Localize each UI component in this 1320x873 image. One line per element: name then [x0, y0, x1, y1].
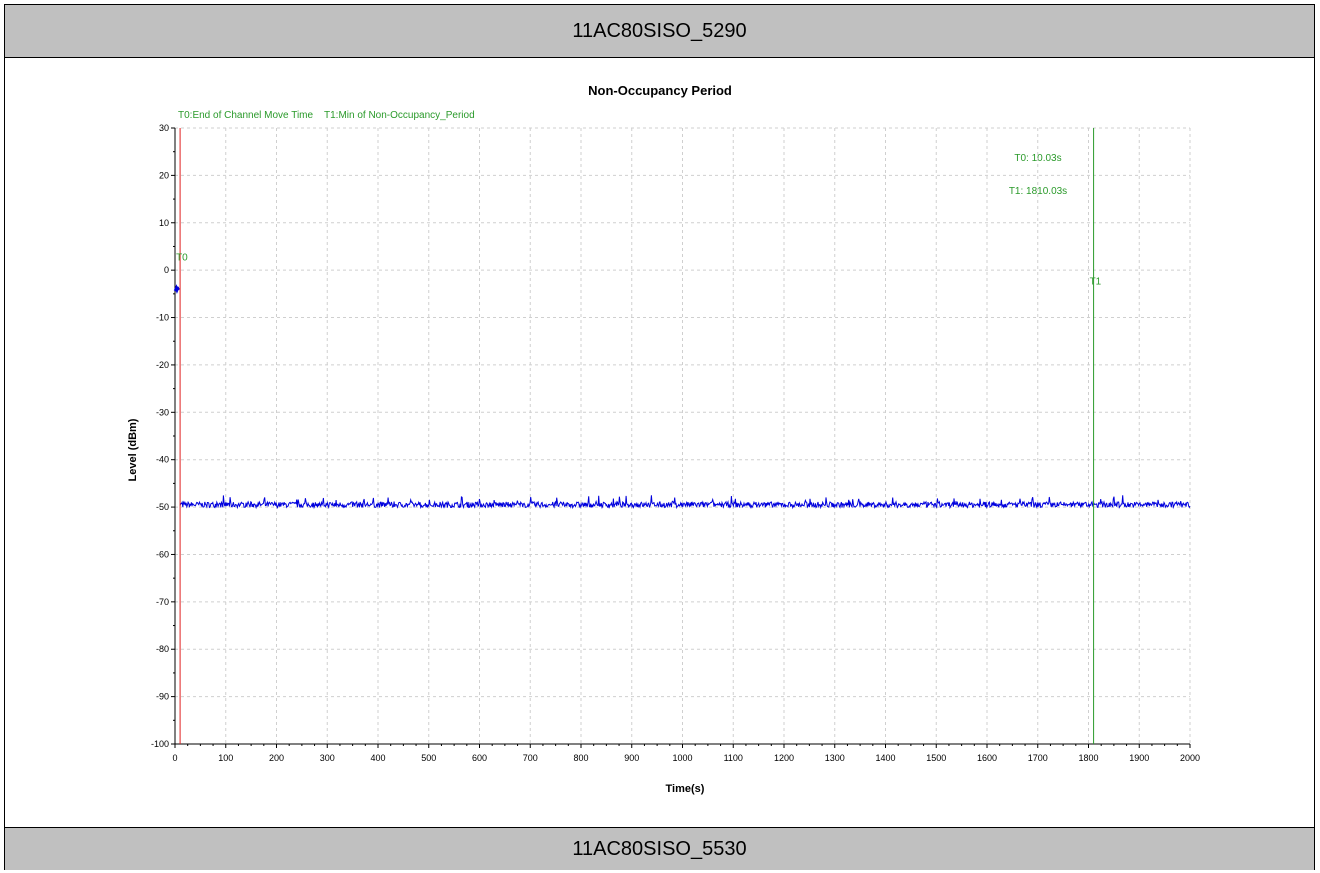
x-tick-label: 800: [573, 753, 588, 763]
markers-group: T0 T1: [176, 128, 1102, 744]
x-tick-label: 1300: [825, 753, 845, 763]
series-line: [179, 495, 1191, 510]
marker-label-t1: T1: [1090, 276, 1102, 287]
grid: [174, 127, 1191, 745]
x-tick-label: 200: [269, 753, 284, 763]
x-tick-label: 100: [218, 753, 233, 763]
y-tick-label: -50: [156, 502, 169, 512]
y-tick-label: -60: [156, 549, 169, 559]
annotation-t1-value: T1: 1810.03s: [1009, 186, 1067, 197]
y-tick-label: 30: [159, 123, 169, 133]
x-tick-label: 1100: [724, 753, 743, 763]
x-tick-label: 1700: [1028, 753, 1048, 763]
non-occupancy-chart: Non-Occupancy Period T0:End of Channel M…: [127, 83, 1200, 795]
y-tick-label: -100: [151, 739, 169, 749]
series-group: [173, 284, 1191, 510]
y-tick-label: -30: [156, 407, 169, 417]
x-tick-label: 700: [523, 753, 538, 763]
marker-label-t0: T0: [176, 253, 188, 264]
section-header-top: 11AC80SISO_5290: [5, 5, 1314, 58]
x-tick-label: 1800: [1078, 753, 1098, 763]
y-tick-label: -90: [156, 692, 169, 702]
y-tick-label: 20: [159, 170, 169, 180]
x-tick-label: 1400: [875, 753, 895, 763]
series-line: [173, 284, 180, 294]
y-tick-label: -80: [156, 644, 169, 654]
y-axis-label: Level (dBm): [127, 418, 139, 481]
y-tick-label: 10: [159, 218, 169, 228]
y-tick-label: -70: [156, 597, 169, 607]
x-tick-label: 1600: [977, 753, 997, 763]
legend-t0: T0:End of Channel Move Time: [178, 110, 314, 121]
y-ticks: 30 20 10 0 -10 -20 -30 -40 -50 -60 -70 -80 -90 -100: [151, 123, 175, 749]
x-tick-label: 1500: [926, 753, 946, 763]
y-tick-label: 0: [164, 265, 169, 275]
x-axis-label: Time(s): [666, 783, 705, 795]
x-tick-label: 1900: [1129, 753, 1149, 763]
x-tick-label: 1200: [774, 753, 794, 763]
x-tick-label: 0: [172, 753, 177, 763]
x-tick-label: 900: [624, 753, 639, 763]
y-tick-label: -40: [156, 455, 169, 465]
x-tick-label: 500: [421, 753, 436, 763]
x-tick-label: 1000: [672, 753, 692, 763]
chart-title: Non-Occupancy Period: [588, 83, 732, 98]
x-tick-label: 2000: [1180, 753, 1200, 763]
y-tick-label: -10: [156, 313, 169, 323]
chart-area: Non-Occupancy Period T0:End of Channel M…: [5, 58, 1314, 827]
x-tick-label: 300: [320, 753, 335, 763]
x-tick-label: 400: [370, 753, 385, 763]
report-frame: 11AC80SISO_5290 Non-Occupancy Period T0:…: [4, 4, 1315, 870]
section-header-bottom: 11AC80SISO_5530: [5, 827, 1314, 870]
x-tick-label: 600: [472, 753, 487, 763]
legend-t1: T1:Min of Non-Occupancy_Period: [324, 110, 475, 121]
y-tick-label: -20: [156, 360, 169, 370]
x-ticks: 0 100 200 300 400 500 600 700 800 900 1000 1100 1200…: [172, 744, 1200, 763]
